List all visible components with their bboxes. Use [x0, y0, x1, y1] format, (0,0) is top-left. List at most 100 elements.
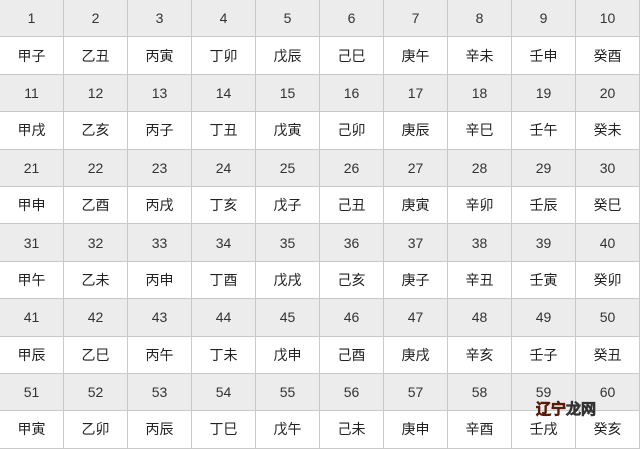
- ganzhi-cell: 辛巳: [447, 111, 512, 150]
- number-cell: 55: [255, 372, 320, 412]
- ganzhi-cell: 辛丑: [447, 260, 512, 300]
- number-cell: 56: [319, 372, 384, 412]
- number-cell: 4: [191, 0, 256, 38]
- number-cell: 28: [447, 148, 512, 187]
- ganzhi-cell: 甲午: [0, 260, 64, 300]
- ganzhi-cell: 庚午: [383, 36, 448, 75]
- ganzhi-cell: 壬申: [511, 36, 576, 75]
- number-cell: 6: [319, 0, 384, 38]
- ganzhi-cell: 己亥: [319, 260, 384, 300]
- number-cell: 39: [511, 223, 576, 262]
- number-cell: 48: [447, 298, 512, 337]
- number-cell: 26: [319, 148, 384, 187]
- number-cell: 44: [191, 298, 256, 337]
- number-cell: 41: [0, 298, 64, 337]
- ganzhi-cell: 壬午: [511, 111, 576, 150]
- ganzhi-cell: 乙未: [63, 260, 128, 300]
- number-cell: 49: [511, 298, 576, 337]
- ganzhi-cell: 甲寅: [0, 410, 64, 449]
- number-cell: 23: [127, 148, 192, 187]
- ganzhi-cell: 己丑: [319, 185, 384, 225]
- number-cell: 60: [575, 372, 640, 412]
- ganzhi-cell: 丙子: [127, 111, 192, 150]
- ganzhi-cell: 丁酉: [191, 260, 256, 300]
- number-cell: 33: [127, 223, 192, 262]
- number-cell: 14: [191, 73, 256, 113]
- ganzhi-row: 甲申 乙酉 丙戌 丁亥 戊子 己丑 庚寅 辛卯 壬辰 癸巳: [0, 185, 640, 225]
- ganzhi-cell: 辛亥: [447, 335, 512, 374]
- ganzhi-cell: 丁丑: [191, 111, 256, 150]
- ganzhi-cell: 丙午: [127, 335, 192, 374]
- ganzhi-cell: 丁巳: [191, 410, 256, 449]
- number-cell: 10: [575, 0, 640, 38]
- number-row: 21 22 23 24 25 26 27 28 29 30: [0, 148, 640, 187]
- ganzhi-cell: 癸酉: [575, 36, 640, 75]
- ganzhi-cell: 戊戌: [255, 260, 320, 300]
- number-cell: 32: [63, 223, 128, 262]
- number-row: 41 42 43 44 45 46 47 48 49 50: [0, 298, 640, 337]
- number-cell: 21: [0, 148, 64, 187]
- ganzhi-cell: 戊子: [255, 185, 320, 225]
- number-cell: 53: [127, 372, 192, 412]
- ganzhi-cell: 庚戌: [383, 335, 448, 374]
- number-row: 51 52 53 54 55 56 57 58 59 60: [0, 372, 640, 412]
- ganzhi-cell: 丁卯: [191, 36, 256, 75]
- ganzhi-cell: 戊申: [255, 335, 320, 374]
- ganzhi-cell: 乙酉: [63, 185, 128, 225]
- ganzhi-cell: 丙寅: [127, 36, 192, 75]
- number-row: 11 12 13 14 15 16 17 18 19 20: [0, 73, 640, 113]
- ganzhi-cell: 辛未: [447, 36, 512, 75]
- ganzhi-cell: 丁未: [191, 335, 256, 374]
- ganzhi-cell: 乙卯: [63, 410, 128, 449]
- number-cell: 43: [127, 298, 192, 337]
- number-cell: 50: [575, 298, 640, 337]
- number-cell: 11: [0, 73, 64, 113]
- ganzhi-cell: 乙巳: [63, 335, 128, 374]
- ganzhi-cell: 己酉: [319, 335, 384, 374]
- number-cell: 9: [511, 0, 576, 38]
- ganzhi-cell: 庚子: [383, 260, 448, 300]
- ganzhi-row: 甲寅 乙卯 丙辰 丁巳 戊午 己未 庚申 辛酉 壬戌 癸亥: [0, 410, 640, 449]
- ganzhi-cell: 戊辰: [255, 36, 320, 75]
- number-cell: 38: [447, 223, 512, 262]
- ganzhi-row: 甲子 乙丑 丙寅 丁卯 戊辰 己巳 庚午 辛未 壬申 癸酉: [0, 36, 640, 75]
- number-cell: 36: [319, 223, 384, 262]
- number-cell: 13: [127, 73, 192, 113]
- ganzhi-cell: 庚申: [383, 410, 448, 449]
- number-cell: 57: [383, 372, 448, 412]
- ganzhi-cell: 癸亥: [575, 410, 640, 449]
- ganzhi-cell: 乙丑: [63, 36, 128, 75]
- ganzhi-cell: 己卯: [319, 111, 384, 150]
- number-cell: 42: [63, 298, 128, 337]
- number-cell: 34: [191, 223, 256, 262]
- ganzhi-cell: 癸未: [575, 111, 640, 150]
- number-cell: 30: [575, 148, 640, 187]
- number-cell: 47: [383, 298, 448, 337]
- number-cell: 3: [127, 0, 192, 38]
- number-cell: 35: [255, 223, 320, 262]
- number-cell: 2: [63, 0, 128, 38]
- number-cell: 24: [191, 148, 256, 187]
- ganzhi-cell: 癸丑: [575, 335, 640, 374]
- number-cell: 27: [383, 148, 448, 187]
- number-cell: 52: [63, 372, 128, 412]
- number-cell: 12: [63, 73, 128, 113]
- ganzhi-cell: 壬子: [511, 335, 576, 374]
- ganzhi-cell: 丙辰: [127, 410, 192, 449]
- number-cell: 18: [447, 73, 512, 113]
- number-cell: 1: [0, 0, 64, 38]
- number-cell: 16: [319, 73, 384, 113]
- ganzhi-cell: 壬寅: [511, 260, 576, 300]
- number-cell: 5: [255, 0, 320, 38]
- number-cell: 54: [191, 372, 256, 412]
- ganzhi-cell: 辛卯: [447, 185, 512, 225]
- ganzhi-cell: 辛酉: [447, 410, 512, 449]
- number-cell: 17: [383, 73, 448, 113]
- ganzhi-cell: 庚寅: [383, 185, 448, 225]
- number-cell: 59: [511, 372, 576, 412]
- ganzhi-cell: 丁亥: [191, 185, 256, 225]
- number-cell: 37: [383, 223, 448, 262]
- number-row: 31 32 33 34 35 36 37 38 39 40: [0, 223, 640, 262]
- ganzhi-cell: 甲申: [0, 185, 64, 225]
